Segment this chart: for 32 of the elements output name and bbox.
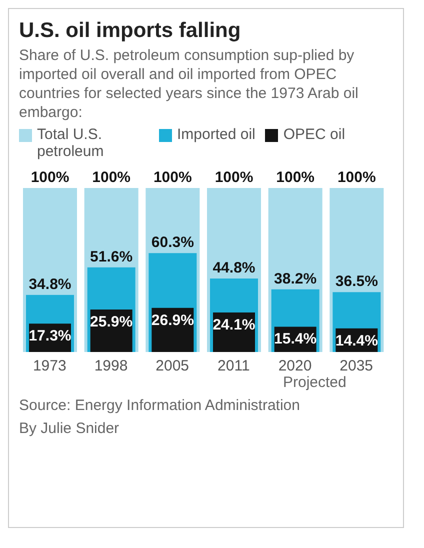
data-label: 100% [92,169,131,186]
data-label: 100% [30,169,70,186]
chart-title: U.S. oil imports falling [19,19,242,43]
data-label: 15.4% [274,330,317,348]
legend-label: OPEC oil [283,126,346,143]
data-label: 100% [214,169,254,186]
x-tick-label: 2005 [156,358,190,375]
x-tick-label: 1998 [94,358,128,375]
x-tick-label: 2035 [340,358,374,375]
legend-label: Total U.S. petroleum [37,126,105,160]
data-label: 100% [276,169,315,186]
data-label: 100% [153,169,192,186]
data-label: 36.5% [335,273,378,290]
text: By Julie Snider [19,420,120,437]
data-label: 24.1% [212,316,256,334]
source-note: Source: Energy Information Administration [19,397,301,414]
data-label: 100% [337,169,376,186]
data-label: 14.4% [335,332,378,350]
x-tick-label: 2020 [278,358,312,375]
legend-label: Imported oil [177,126,256,143]
data-label: 34.8% [28,276,72,293]
chart-subtitle: Share of U.S. petroleum consumption sup-plied by imported oil overall and oil imported from OPEC countries for selected years since the 1973 Arab oil embargo: [19,46,360,122]
data-label: 26.9% [151,312,194,329]
data-label: 51.6% [90,248,133,266]
x-tick-label: 1973 [32,358,66,375]
data-label: 60.3% [151,234,194,252]
text: Projected [282,374,348,391]
data-label: 17.3% [28,328,72,345]
data-label: 44.8% [212,260,256,277]
x-tick-label: 2011 [218,358,250,375]
data-label: 38.2% [274,270,317,288]
data-label: 25.9% [90,314,133,331]
